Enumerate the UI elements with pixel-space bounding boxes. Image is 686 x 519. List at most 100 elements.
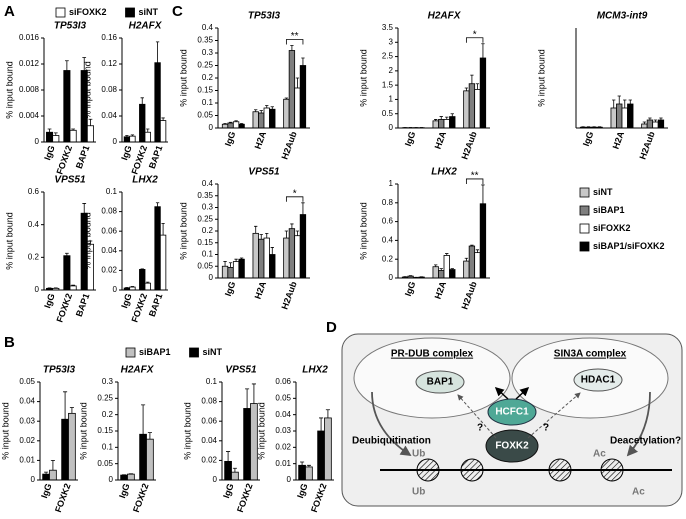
y-tick-label: 0.16 <box>101 33 117 42</box>
process-label: Deacetylation? <box>610 436 681 447</box>
bar <box>232 121 240 129</box>
protein-label: HCFC1 <box>495 407 529 418</box>
bar <box>232 261 240 279</box>
error-bar <box>475 83 480 90</box>
chart-title: VPS51 <box>248 167 280 178</box>
error-bar <box>450 113 454 117</box>
bar <box>231 471 239 481</box>
bar <box>243 408 251 481</box>
error-bar <box>234 258 238 262</box>
error-bar <box>234 120 238 122</box>
error-bar <box>245 388 250 409</box>
x-tick-label: H2A <box>253 280 269 301</box>
chart-title: H2AFX <box>428 11 462 22</box>
bar <box>616 103 623 129</box>
y-tick-label: 0.3 <box>202 203 214 212</box>
bar <box>120 474 128 481</box>
error-bar <box>140 97 144 105</box>
legend-swatch <box>579 241 590 252</box>
bar <box>238 258 245 279</box>
x-tick-label: IgG <box>403 130 418 148</box>
x-tick-label: H2Aub <box>279 280 298 311</box>
y-tick-label: 0 <box>209 123 214 132</box>
bar <box>432 266 439 279</box>
chart-title: LHX2 <box>431 167 457 178</box>
error-bar <box>259 110 263 113</box>
error-bar <box>445 116 449 120</box>
y-tick-label: 0.05 <box>275 393 291 402</box>
y-tick-label: 0.08 <box>201 397 217 406</box>
error-bar <box>659 117 663 120</box>
y-tick-label: 0.1 <box>202 98 214 107</box>
error-bar <box>434 119 438 121</box>
error-bar <box>65 252 69 256</box>
error-bar <box>306 464 311 467</box>
error-bar <box>226 451 231 462</box>
y-tick-label: 0.01 <box>19 456 35 465</box>
bar <box>449 269 456 279</box>
error-bar <box>161 222 165 236</box>
error-bar <box>155 41 160 63</box>
error-bar <box>254 109 258 112</box>
mark-label: Ac <box>632 487 645 498</box>
bar <box>299 65 307 129</box>
legend-label: siBAP1/siFOXK2 <box>593 241 665 251</box>
y-tick-label: 0.4 <box>202 179 214 188</box>
protein <box>485 429 539 463</box>
y-tick-label: 0 <box>35 137 40 146</box>
chart-title: VPS51 <box>225 365 257 376</box>
bar <box>227 267 234 279</box>
bar <box>63 255 71 291</box>
y-tick-label: 0.2 <box>202 226 214 235</box>
y-tick-label: 0.1 <box>206 377 218 386</box>
bar <box>474 89 481 129</box>
y-tick-label: 0 <box>31 475 36 484</box>
panel-label: A <box>4 3 15 20</box>
bar <box>61 418 69 481</box>
y-tick-label: 0.08 <box>101 207 117 216</box>
y-tick-label: 0.08 <box>101 85 117 94</box>
error-bar <box>130 134 135 137</box>
y-tick-label: 0.4 <box>202 23 214 32</box>
error-bar <box>71 128 75 131</box>
x-tick-label: FOXK2 <box>54 292 74 324</box>
error-bar <box>325 409 330 418</box>
y-tick-label: 0.5 <box>382 109 394 118</box>
bar <box>294 235 301 279</box>
bar <box>144 131 151 143</box>
bar <box>438 119 445 129</box>
y-tick-label: 0.25 <box>197 61 213 70</box>
error-bar <box>251 383 256 404</box>
bar <box>139 433 147 481</box>
legend-label: siNT <box>139 7 159 17</box>
significance-label: * <box>293 188 297 199</box>
bar <box>263 107 270 129</box>
x-tick-label: IgG <box>295 482 310 500</box>
y-axis-label: % input bound <box>82 61 92 119</box>
chart-title: H2AFX <box>121 365 155 376</box>
x-tick-label: BAP1 <box>147 292 165 318</box>
error-bar <box>50 460 55 471</box>
mark-label: Ub <box>412 449 425 460</box>
bar <box>129 135 136 143</box>
error-bar <box>155 202 160 207</box>
error-bar <box>265 232 269 239</box>
bar <box>627 103 634 129</box>
x-tick-label: BAP1 <box>147 144 165 170</box>
y-tick-label: 0.15 <box>97 426 113 435</box>
y-axis-label: % input bound <box>536 49 546 107</box>
error-bar <box>65 60 69 71</box>
x-tick-label: BAP1 <box>74 144 92 170</box>
chart-title: H2AFX <box>129 21 163 32</box>
y-tick-label: 0.15 <box>197 86 213 95</box>
error-bar <box>653 119 658 122</box>
y-tick-label: 0.35 <box>197 191 213 200</box>
y-tick-label: 0.25 <box>97 393 113 402</box>
bar <box>621 107 628 129</box>
bar <box>657 119 665 129</box>
mark-label: Ac <box>593 449 606 460</box>
error-bar <box>648 117 652 120</box>
process-label: Deubiquitination <box>352 436 431 447</box>
y-tick-label: 0.06 <box>201 416 217 425</box>
error-bar <box>239 123 244 125</box>
